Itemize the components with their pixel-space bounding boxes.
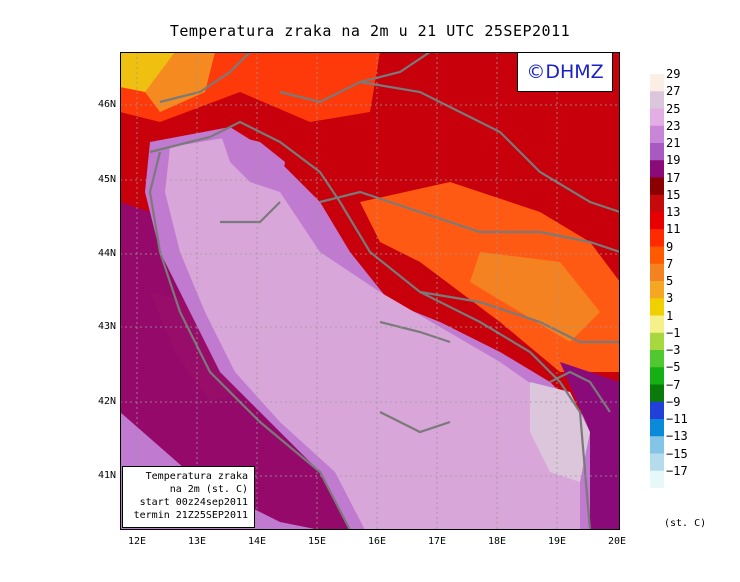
chart-title: Temperatura zraka na 2m u 21 UTC 25SEP20… [169, 22, 571, 40]
colorbar-swatch [650, 419, 664, 437]
lat-tick-label: 46N [97, 99, 116, 110]
coastlines-and-borders [148, 52, 620, 530]
lat-tick-label: 43N [97, 321, 116, 332]
colorbar-swatch [650, 143, 664, 161]
colorbar-swatch [650, 125, 664, 144]
colorbar-label: 5 [666, 274, 674, 288]
colorbar-swatch [650, 332, 664, 351]
colorbar-swatch [650, 384, 664, 403]
lon-tick-label: 15E [307, 536, 327, 547]
colorbar-label: −7 [666, 377, 681, 392]
lon-tick-label: 14E [247, 536, 267, 547]
colorbar-swatch [650, 246, 664, 265]
lon-tick-label: 20E [607, 536, 627, 547]
info-box: Temperatura zraka na 2m (st. C) start 00… [122, 466, 255, 528]
colorbar-swatch [650, 263, 664, 282]
colorbar-swatch [650, 91, 664, 109]
colorbar-swatch [650, 453, 664, 472]
lon-tick-label: 19E [547, 536, 567, 547]
lat-tick-label: 44N [97, 248, 116, 259]
map-grid [120, 52, 620, 530]
colorbar-label: 21 [666, 136, 681, 150]
dhmz-logo: ©DHMZ [517, 52, 613, 92]
lon-tick-label: 18E [487, 536, 507, 547]
colorbar-label: −3 [666, 343, 681, 357]
info-line: Temperatura zraka [145, 471, 248, 482]
colorbar-label: 17 [666, 170, 681, 185]
colorbar-label: 3 [666, 291, 674, 306]
colorbar-label: −5 [666, 360, 681, 375]
colorbar-swatch [650, 177, 664, 196]
colorbar-swatch [650, 298, 664, 316]
colorbar-label: −17 [666, 463, 688, 478]
land-orange-east2 [470, 252, 600, 342]
colorbar-label: 11 [666, 222, 681, 237]
colorbar-label: 15 [666, 187, 681, 202]
colorbar-label: −13 [666, 429, 688, 444]
colorbar-swatch [650, 212, 664, 230]
colorbar-label: −11 [666, 412, 688, 426]
colorbar-swatch [650, 281, 664, 299]
colorbar-swatch [650, 160, 664, 178]
colorbar-swatch [650, 315, 664, 334]
colorbar [650, 74, 664, 488]
colorbar-unit: (st. C) [664, 518, 707, 529]
colorbar-swatch [650, 470, 664, 488]
colorbar-label: 13 [666, 205, 681, 219]
colorbar-label: 9 [666, 239, 674, 254]
colorbar-label: −9 [666, 394, 681, 409]
info-line: termin 21Z25SEP2011 [133, 510, 248, 521]
colorbar-swatch [650, 229, 664, 247]
colorbar-label: −15 [666, 446, 688, 461]
lat-tick-label: 42N [97, 396, 116, 407]
colorbar-swatch [650, 367, 664, 385]
colorbar-swatch [650, 108, 664, 127]
land-orange-nw [145, 52, 215, 112]
adriatic-sea-south-light [530, 382, 590, 482]
istria-purple [220, 132, 285, 192]
colorbar-label: 27 [666, 84, 681, 99]
colorbar-label: 7 [666, 256, 674, 271]
temperature-map [120, 52, 620, 530]
info-line: start 00z24sep2011 [139, 497, 248, 508]
adriatic-sea-inner [165, 137, 580, 530]
colorbar-label: 25 [666, 101, 681, 116]
colorbar-swatch [650, 350, 664, 368]
colorbar-swatch [650, 401, 664, 420]
colorbar-label: 1 [666, 308, 674, 323]
colorbar-label: 23 [666, 118, 681, 133]
lon-tick-label: 13E [187, 536, 207, 547]
colorbar-swatch [650, 436, 664, 454]
lon-tick-label: 16E [367, 536, 387, 547]
colorbar-swatch [650, 194, 664, 213]
lon-tick-label: 17E [427, 536, 447, 547]
colorbar-label: −1 [666, 325, 681, 340]
info-line: na 2m (st. C) [169, 484, 248, 495]
lat-tick-label: 41N [97, 470, 116, 481]
lon-tick-label: 12E [127, 536, 147, 547]
colorbar-label: 29 [666, 67, 681, 81]
lat-tick-label: 45N [97, 174, 116, 185]
colorbar-swatch [650, 74, 664, 92]
colorbar-label: 19 [666, 153, 681, 168]
